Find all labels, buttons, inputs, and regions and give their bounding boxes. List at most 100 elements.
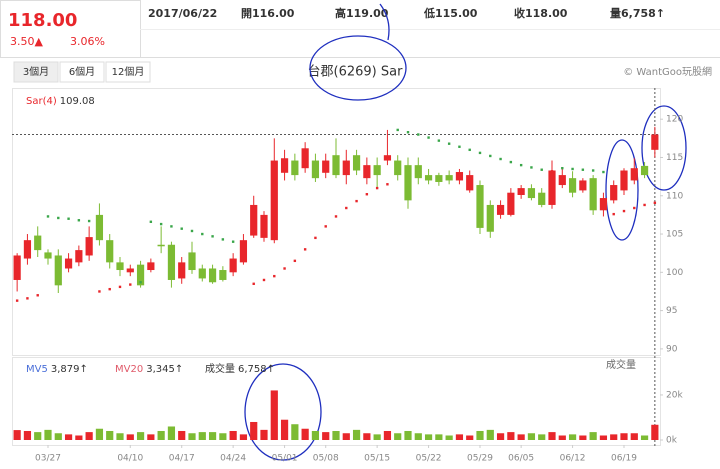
sar-dot	[201, 232, 204, 236]
sar-dot	[509, 160, 513, 164]
volume-bar	[322, 432, 330, 440]
sar-dot	[170, 225, 173, 228]
sar-dot	[36, 294, 39, 297]
volume-tick-label: 20k	[666, 390, 683, 400]
volume-bar	[404, 430, 412, 440]
volume-bar	[630, 433, 638, 440]
volume-bar	[116, 433, 124, 440]
hand-circle	[641, 105, 687, 191]
sar-dot	[314, 236, 317, 240]
annotations	[244, 3, 687, 461]
candle-body	[85, 237, 93, 256]
candle-body	[589, 178, 597, 211]
sar-value: 109.08	[60, 96, 95, 107]
candle-body	[64, 258, 73, 269]
volume-bar	[651, 424, 659, 440]
volume-bar	[589, 432, 597, 440]
volume-bar	[414, 433, 422, 440]
sar-dot	[159, 222, 163, 226]
volume-bar	[496, 433, 505, 440]
volume-bar	[301, 428, 309, 440]
volume-bar	[23, 430, 32, 440]
candle-body	[106, 240, 114, 263]
candle-body	[147, 262, 155, 271]
candle-body	[136, 264, 145, 286]
y-tick-label: 110	[666, 191, 683, 201]
y-tick-label: 90	[666, 344, 678, 354]
candle-body	[219, 270, 227, 280]
x-tick-label: 04/17	[169, 454, 195, 464]
sar-dot	[417, 133, 420, 136]
sar-dot	[334, 215, 338, 218]
candle-body	[332, 155, 340, 176]
sar-dot	[211, 235, 214, 238]
price-change: 3.50▲	[10, 35, 43, 48]
volume-bar	[538, 434, 546, 440]
sar-dot	[242, 243, 245, 246]
candle-body	[34, 235, 42, 251]
candle-body	[640, 165, 649, 176]
sar-dot	[108, 287, 111, 291]
sar-dot	[57, 216, 60, 220]
candle-body	[507, 192, 515, 215]
range-button[interactable]	[13, 61, 59, 83]
volume-bar	[44, 429, 52, 440]
sar-dot	[653, 201, 657, 205]
volume-bar	[85, 432, 93, 440]
range-button-label[interactable]: 6個月	[69, 65, 95, 78]
volume-bar	[126, 434, 134, 440]
sar-name: Sar(4)	[26, 96, 57, 107]
volume-bar	[54, 433, 62, 440]
sar-dot	[375, 186, 379, 190]
candle-body	[548, 170, 556, 205]
candle-body	[383, 155, 392, 161]
candle-body	[476, 185, 484, 228]
low: 低115.00	[423, 6, 478, 20]
range-button-label[interactable]: 12個月	[112, 65, 145, 78]
sar-dot	[46, 215, 50, 218]
candle-body	[167, 244, 176, 280]
sar-dot	[26, 297, 29, 300]
sar-dot	[591, 169, 595, 172]
candle-body	[198, 268, 206, 279]
volume-bar	[188, 433, 196, 440]
x-tick-label: 05/01	[272, 454, 298, 464]
y-tick-label: 100	[666, 268, 683, 278]
date: 2017/06/22	[148, 7, 217, 20]
candle-body	[496, 204, 505, 215]
volume-legend-name: MV20	[115, 364, 143, 375]
x-tick-label: 05/15	[364, 454, 390, 464]
y-tick-label: 115	[666, 153, 683, 163]
hand-stroke	[379, 3, 390, 41]
volume-bar	[219, 433, 227, 440]
volume-bar	[620, 433, 628, 440]
volume-tick-label: 0k	[666, 436, 678, 446]
candle-body	[568, 178, 577, 193]
volume-bar	[270, 390, 278, 440]
volume-bar	[147, 434, 155, 440]
volume-bar	[198, 432, 206, 440]
range-button[interactable]	[105, 61, 151, 83]
sar-dot	[602, 170, 605, 174]
volume-bar	[352, 429, 361, 440]
range-button-label[interactable]: 3個月	[23, 65, 49, 78]
sar-dot	[98, 290, 101, 293]
hand-circle	[605, 139, 639, 241]
volume-bar	[507, 432, 515, 440]
candle-body	[280, 158, 289, 173]
volume-bar	[373, 434, 381, 440]
volume-legend-value: 3,879↑	[51, 364, 88, 375]
candle-body	[260, 214, 268, 238]
sar-dot	[643, 203, 646, 207]
candle-body	[363, 165, 371, 179]
volume-bar	[548, 432, 556, 440]
volume-bar	[64, 434, 73, 440]
volume-bar	[568, 434, 577, 440]
volume-bar	[610, 434, 618, 440]
range-button[interactable]	[59, 61, 105, 83]
sar-dot	[149, 220, 153, 223]
volume-bar	[383, 430, 392, 440]
sar-dot	[386, 183, 389, 186]
volume-bar	[363, 433, 371, 440]
volume-bar	[394, 433, 402, 440]
